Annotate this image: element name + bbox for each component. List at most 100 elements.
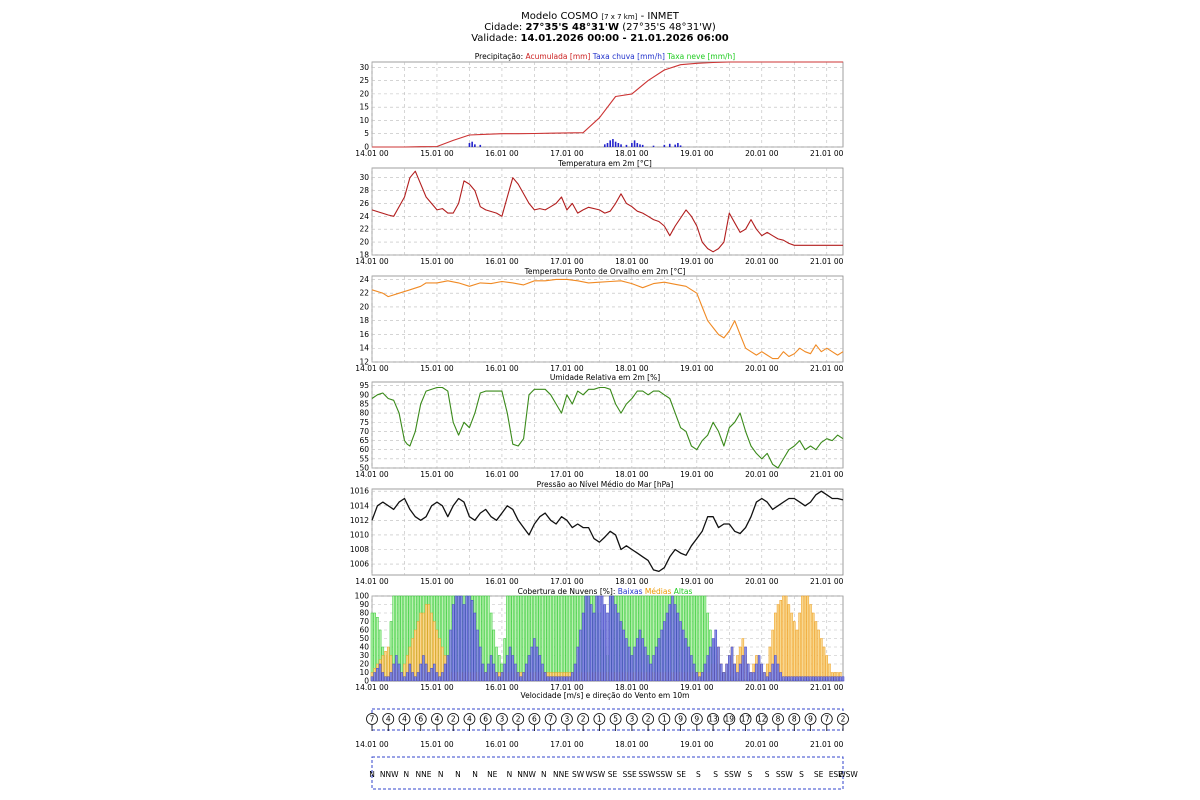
wind-direction-label: WSW bbox=[586, 770, 606, 779]
cloud-bar-baixas bbox=[817, 676, 820, 682]
x-tick-label: 16.01 00 bbox=[485, 577, 519, 586]
cloud-bar-baixas bbox=[690, 655, 693, 682]
wind-speed-circle bbox=[496, 713, 508, 725]
y-tick-label: 20 bbox=[359, 238, 369, 247]
x-tick-label: 15.01 00 bbox=[420, 470, 454, 479]
cloud-bar-baixas bbox=[814, 676, 818, 682]
cloud-bar-baixas bbox=[511, 655, 515, 682]
x-tick-label: 20.01 00 bbox=[745, 257, 779, 266]
cloud-bar-baixas bbox=[454, 595, 458, 682]
cloud-bar-altas bbox=[516, 595, 520, 682]
wind-direction-label: NNE bbox=[416, 770, 432, 779]
cloud-bar-baixas bbox=[378, 663, 382, 682]
cloud-bar-baixas bbox=[446, 655, 450, 682]
wind-direction-label: N bbox=[404, 770, 410, 779]
cloud-bar-baixas bbox=[660, 629, 663, 682]
precip-title: Precipitação: Acumulada [mm] Taxa chuva … bbox=[360, 52, 850, 61]
cloud-bar-baixas bbox=[497, 676, 501, 682]
x-tick-label: 15.01 00 bbox=[420, 364, 454, 373]
y-tick-label: 85 bbox=[359, 399, 369, 408]
cloud-bar-baixas bbox=[549, 676, 552, 682]
wind-speed-circle bbox=[463, 713, 476, 725]
cloud-title-label: Cobertura de Nuvens [%]: bbox=[517, 587, 616, 596]
cloud-bar-baixas bbox=[676, 612, 680, 682]
y-tick-label: 65 bbox=[359, 436, 369, 445]
cloud-bar-médias bbox=[782, 595, 785, 682]
cloud-bar-baixas bbox=[728, 655, 731, 682]
header-line-3: Validade: 14.01.2026 00:00 - 21.01.2026 … bbox=[0, 33, 1200, 44]
wind-speed-circle bbox=[447, 713, 460, 725]
x-tick-label: 17.01 00 bbox=[550, 149, 584, 158]
y-tick-label: 20 bbox=[359, 660, 369, 669]
cloud-bar-baixas bbox=[755, 663, 758, 682]
wind-speed-circle bbox=[755, 713, 768, 725]
cloud-bar-baixas bbox=[562, 676, 566, 682]
cloud-bar-baixas bbox=[433, 663, 436, 682]
cloud-bar-baixas bbox=[506, 655, 509, 682]
cloud-bar-baixas bbox=[714, 629, 718, 682]
cloud-bar-baixas bbox=[641, 638, 644, 682]
x-tick-label: 20.01 00 bbox=[745, 364, 779, 373]
y-tick-label: 70 bbox=[359, 427, 369, 436]
pres-title: Pressão ao Nível Médio do Mar [hPa] bbox=[536, 480, 674, 489]
cloud-bar-baixas bbox=[774, 655, 777, 682]
wind-speed-circle bbox=[804, 713, 817, 725]
cloud-bar-baixas bbox=[692, 663, 696, 682]
cloud-bar-médias bbox=[414, 629, 417, 682]
x-tick-label: 17.01 00 bbox=[550, 364, 584, 373]
cloud-bar-médias bbox=[779, 600, 782, 682]
y-tick-label: 90 bbox=[359, 390, 369, 399]
wind-speed-circle bbox=[431, 713, 443, 725]
cloud-bar-baixas bbox=[495, 672, 498, 682]
cloud-bar-baixas bbox=[763, 672, 766, 682]
cloud-bar-baixas bbox=[479, 646, 482, 682]
y-tick-label: 1006 bbox=[350, 560, 369, 569]
x-tick-label: 19.01 00 bbox=[680, 257, 714, 266]
wind-direction-label: SSW bbox=[656, 770, 674, 779]
wind-x-tick-label: 14.01 00 bbox=[355, 740, 389, 749]
cloud-bar-altas bbox=[560, 595, 563, 682]
wind-speed-circle bbox=[837, 713, 849, 725]
wind-speed-circle bbox=[690, 713, 703, 725]
cloud-bar-baixas bbox=[525, 663, 528, 682]
cloud-bar-baixas bbox=[795, 676, 799, 682]
cloud-bar-baixas bbox=[625, 638, 628, 682]
y-tick-label: 20 bbox=[359, 89, 369, 98]
cloud-bar-baixas bbox=[552, 676, 555, 682]
y-tick-label: 26 bbox=[359, 199, 369, 208]
wind-speed-circle bbox=[642, 713, 655, 725]
cloud-bar-médias bbox=[820, 638, 823, 682]
wind-speed-circle bbox=[382, 713, 395, 725]
cloud-bar-médias bbox=[822, 646, 826, 682]
cloud-bar-baixas bbox=[568, 676, 571, 682]
y-tick-label: 25 bbox=[359, 76, 369, 85]
cloud-bar-altas bbox=[552, 595, 555, 682]
wind-direction-label: N bbox=[507, 770, 513, 779]
wind-direction-label: WSW bbox=[838, 770, 858, 779]
panel-frame-0 bbox=[371, 61, 844, 148]
cloud-bar-baixas bbox=[828, 676, 831, 682]
cloud-bar-baixas bbox=[760, 663, 764, 682]
cloud-bar-baixas bbox=[592, 612, 596, 682]
y-tick-label: 70 bbox=[359, 617, 369, 626]
y-tick-label: 90 bbox=[359, 600, 369, 609]
wind-speed-label: 7 bbox=[824, 715, 829, 724]
y-tick-label: 10 bbox=[359, 668, 369, 677]
cloud-bar-baixas bbox=[741, 655, 745, 682]
precip-title-acc: Acumulada [mm] bbox=[525, 52, 591, 61]
cloud-bar-baixas bbox=[600, 595, 604, 682]
cloud-bar-baixas bbox=[698, 676, 701, 682]
wind-speed-label: 2 bbox=[841, 715, 846, 724]
rain-rate-bar bbox=[639, 144, 641, 147]
panel-frame-2 bbox=[371, 275, 844, 363]
wind-speed-label: 2 bbox=[646, 715, 651, 724]
cloud-bar-baixas bbox=[573, 663, 577, 682]
cloud-bar-baixas bbox=[606, 612, 609, 682]
wind-speed-label: 17 bbox=[741, 715, 751, 724]
y-tick-label: 22 bbox=[359, 225, 369, 234]
cloud-bar-baixas bbox=[695, 672, 699, 682]
wind-speed-label: 7 bbox=[548, 715, 553, 724]
y-tick-label: 15 bbox=[359, 103, 369, 112]
rain-rate-bar bbox=[606, 143, 609, 147]
x-tick-label: 18.01 00 bbox=[615, 149, 649, 158]
